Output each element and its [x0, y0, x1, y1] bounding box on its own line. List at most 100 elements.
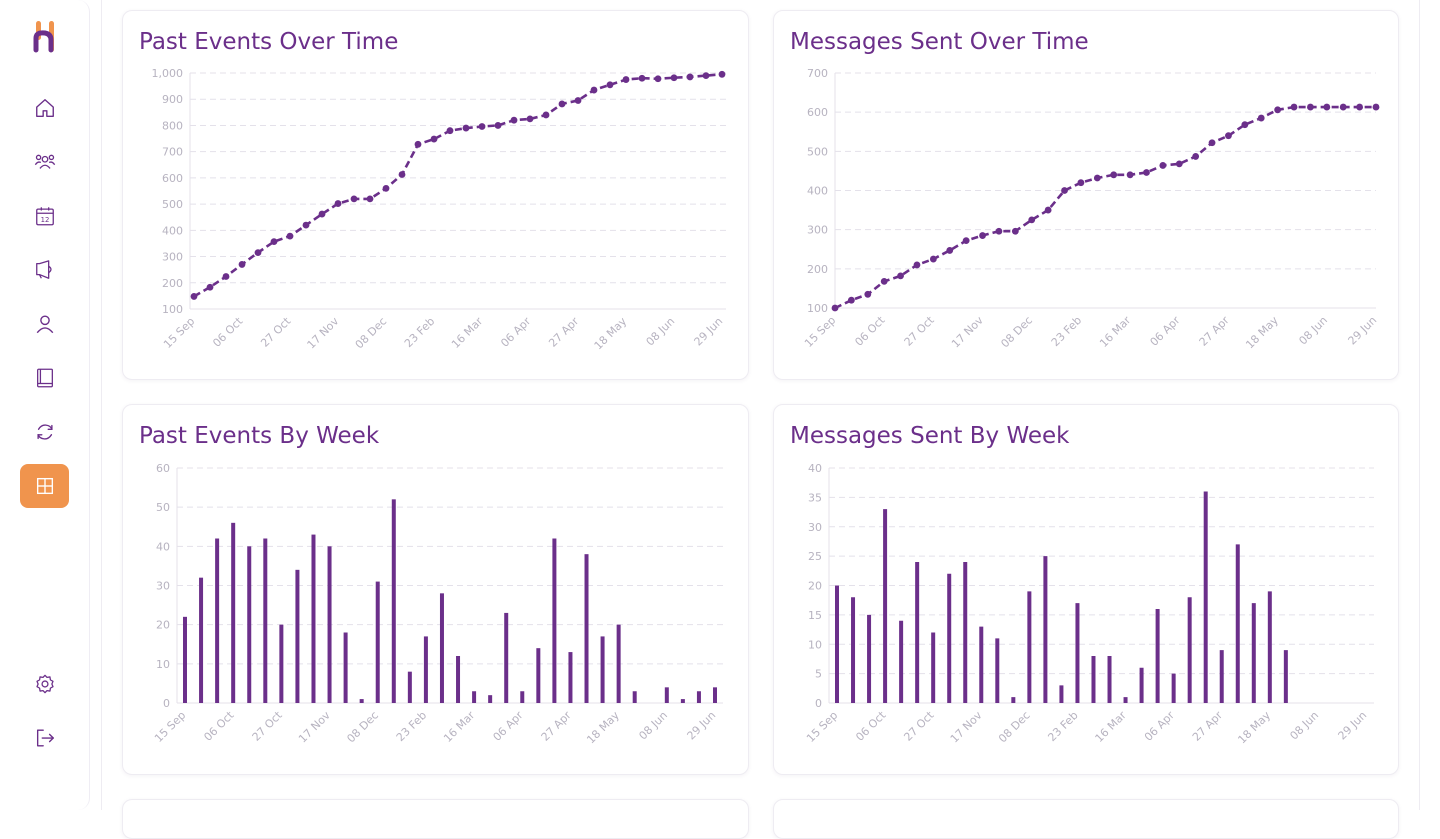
bar [1075, 603, 1080, 703]
bar [568, 652, 573, 703]
bar [1283, 650, 1288, 703]
x-tick-label: 23 Feb [394, 709, 429, 744]
bar [407, 671, 412, 703]
series-line [834, 105, 1376, 310]
data-point [510, 116, 518, 124]
data-point [864, 290, 872, 298]
nav-profile[interactable] [20, 302, 69, 346]
card-past-events-by-week: Past Events By Week 60 50 40 30 20 10 0 15 Sep 0… [122, 404, 749, 775]
bar [439, 593, 444, 703]
x-tick-label: 18 May [1235, 708, 1273, 746]
bar [1267, 591, 1272, 703]
x-tick-label: 06 Apr [498, 314, 533, 349]
x-tick-label: 08 Jun [1287, 709, 1321, 743]
x-tick-label: 18 May [1243, 313, 1281, 351]
logout-icon [36, 729, 54, 747]
y-tick-label: 400 [162, 224, 183, 237]
data-point [542, 111, 550, 119]
x-tick-label: 16 Mar [441, 708, 478, 745]
messages-sent-by-week-chart: 40 35 30 25 20 15 10 5 015 Sep 06 Oct 27 Oct 17 Nov… [804, 462, 1374, 746]
data-point [1208, 139, 1216, 147]
data-point [206, 283, 214, 291]
nav-contacts[interactable] [20, 140, 69, 184]
bar [883, 509, 888, 703]
bar [1011, 697, 1016, 703]
data-point [398, 171, 406, 178]
data-point [1077, 179, 1085, 187]
nav-sync[interactable] [20, 410, 69, 454]
bar [600, 636, 605, 703]
data-point [1372, 103, 1380, 111]
chart-title: Messages Sent Over Time [790, 29, 1089, 55]
bar [680, 699, 685, 703]
x-tick-label: 27 Oct [902, 313, 937, 348]
x-tick-label: 17 Nov [296, 708, 333, 745]
x-tick-label: 06 Oct [201, 708, 236, 743]
bar [835, 585, 839, 703]
y-tick-label: 35 [808, 491, 822, 504]
data-point [880, 277, 888, 285]
data-point [946, 247, 954, 254]
bar [632, 691, 637, 703]
bar [247, 546, 252, 703]
x-tick-label: 06 Apr [1148, 313, 1183, 348]
x-tick-label: 16 Mar [1097, 313, 1134, 350]
nav-logout[interactable] [20, 716, 69, 760]
y-tick-label: 900 [162, 93, 183, 106]
data-point [847, 296, 855, 304]
calendar-day-label: 12 [40, 216, 49, 224]
bar [359, 699, 364, 703]
bar [1251, 603, 1256, 703]
x-tick-label: 17 Nov [949, 313, 986, 350]
bar [520, 691, 525, 703]
data-point [350, 195, 358, 203]
megaphone-icon [35, 260, 52, 279]
x-tick-label: 06 Apr [491, 708, 526, 743]
card-messages-sent-by-week: Messages Sent By Week 40 35 30 25 20 15 10 5 0 15… [773, 404, 1399, 775]
data-point [897, 272, 904, 280]
bar [867, 614, 872, 703]
data-point [686, 73, 694, 81]
x-tick-label: 29 Jun [1336, 709, 1370, 743]
nav-settings[interactable] [20, 662, 69, 706]
y-tick-label: 30 [808, 521, 822, 534]
data-point [286, 232, 294, 240]
x-tick-label: 16 Mar [449, 314, 486, 351]
y-tick-label: 300 [162, 251, 183, 264]
calendar-icon: 12 [35, 207, 54, 226]
sync-icon [36, 424, 53, 440]
y-tick-label: 200 [162, 277, 183, 290]
y-tick-label: 500 [807, 145, 828, 158]
y-tick-label: 600 [162, 172, 183, 185]
nav-library[interactable] [20, 356, 69, 400]
bar [199, 577, 204, 703]
nav-home[interactable] [20, 86, 69, 130]
bar [1187, 597, 1192, 703]
data-point [1290, 103, 1298, 111]
nav-dashboard[interactable] [20, 464, 69, 508]
data-point [526, 115, 534, 123]
bar [696, 691, 701, 703]
nav-calendar[interactable]: 12 [20, 194, 69, 238]
x-tick-label: 27 Oct [901, 708, 936, 743]
y-tick-label: 40 [156, 540, 170, 553]
data-point [670, 74, 678, 82]
y-tick-label: 25 [808, 550, 822, 563]
y-tick-label: 15 [808, 609, 822, 622]
x-tick-label: 29 Jun [1346, 314, 1380, 348]
sidebar: 12 [0, 0, 90, 810]
series-line [193, 73, 723, 298]
x-tick-label: 18 May [592, 314, 630, 352]
data-point [446, 127, 454, 135]
data-point [190, 293, 198, 300]
x-tick-label: 08 Dec [996, 709, 1033, 746]
data-point [430, 135, 438, 143]
nav-campaigns[interactable] [20, 248, 69, 292]
x-tick-label: 15 Sep [161, 315, 197, 351]
data-point [831, 304, 839, 312]
data-point [995, 227, 1003, 235]
bar [713, 687, 717, 703]
y-tick-label: 300 [807, 224, 828, 237]
x-tick-label: 08 Dec [344, 709, 381, 746]
data-point [1225, 132, 1232, 140]
